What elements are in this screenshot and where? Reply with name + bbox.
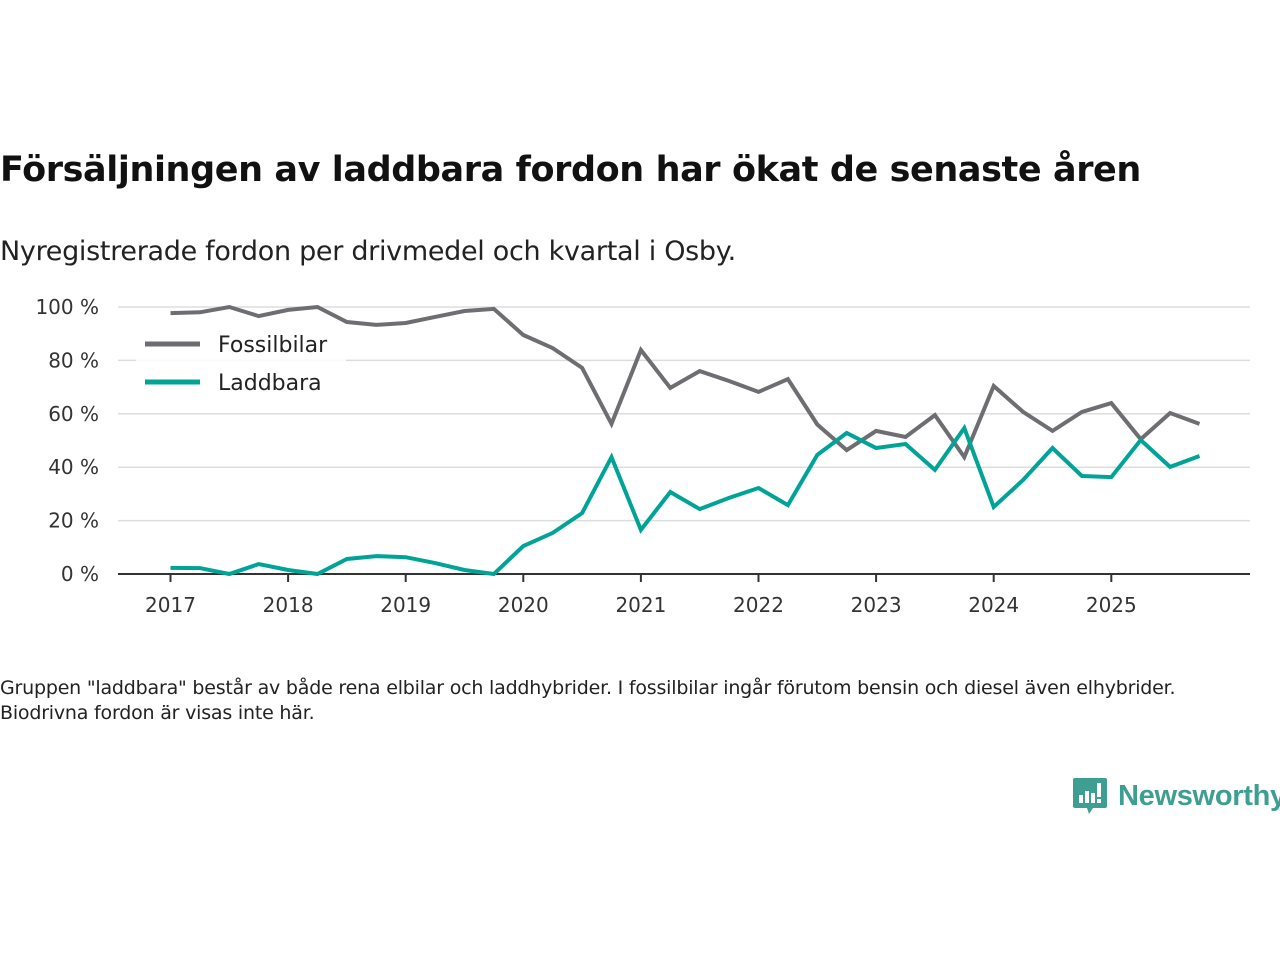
y-axis: 0 % 20 % 40 % 60 % 80 % 100 % (35, 295, 99, 586)
x-tick-label: 2017 (145, 593, 196, 617)
y-tick-label: 60 % (48, 402, 99, 426)
x-tick-label: 2025 (1086, 593, 1137, 617)
legend: Fossilbilar Laddbara (136, 325, 346, 405)
x-tick-label: 2024 (968, 593, 1019, 617)
legend-label: Laddbara (218, 371, 322, 396)
legend-label: Fossilbilar (218, 333, 328, 358)
chart-subtitle: Nyregistrerade fordon per drivmedel och … (0, 236, 736, 267)
y-tick-label: 80 % (48, 348, 99, 372)
legend-background (136, 325, 346, 405)
y-tick-label: 100 % (35, 295, 99, 319)
series-line-laddbara (170, 423, 1201, 577)
newsworthy-logo-icon (1073, 778, 1107, 814)
x-tick-label: 2023 (851, 593, 902, 617)
x-tick-label: 2022 (733, 593, 784, 617)
y-tick-label: 40 % (48, 455, 99, 479)
line-chart: 0 % 20 % 40 % 60 % 80 % 100 % 2017 2018 2019 202… (35, 295, 1250, 617)
x-tick-label: 2018 (263, 593, 314, 617)
y-tick-label: 0 % (61, 562, 99, 586)
y-tick-label: 20 % (48, 509, 99, 533)
brand-name: Newsworthy (1118, 779, 1280, 812)
brand-logo[interactable]: Newsworthy (1072, 776, 1280, 816)
x-tick-label: 2020 (498, 593, 549, 617)
chart-title: Försäljningen av laddbara fordon har öka… (0, 150, 1141, 190)
x-tick-label: 2019 (380, 593, 431, 617)
x-axis: 2017 2018 2019 2020 2021 2022 2023 2024 2025 (118, 573, 1250, 617)
series-lines (170, 304, 1201, 577)
x-tick-label: 2021 (615, 593, 666, 617)
series-line-fossilbilar (170, 304, 1201, 462)
footnote: Gruppen "laddbara" består av både rena e… (0, 677, 1176, 724)
